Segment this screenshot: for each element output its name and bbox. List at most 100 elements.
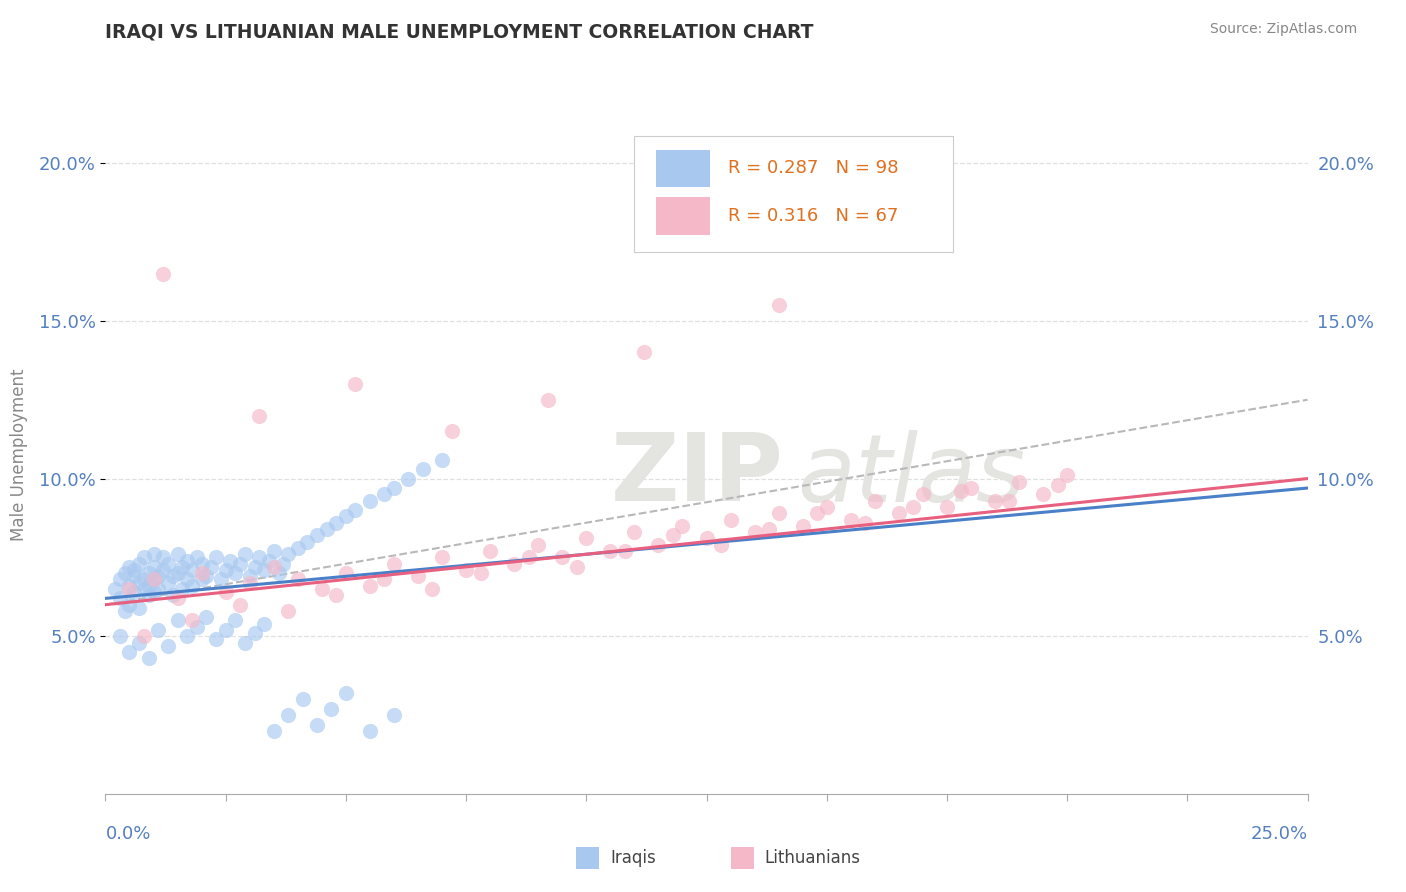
Point [430,550,453,565]
Point [710,538,733,552]
Point [359,723,381,738]
Point [108,573,131,587]
Point [214,623,236,637]
Point [233,547,256,561]
Point [344,503,367,517]
Point [162,588,184,602]
Point [863,493,886,508]
Point [247,409,270,423]
Point [998,493,1021,508]
Text: Source: ZipAtlas.com: Source: ZipAtlas.com [1209,22,1357,37]
Point [633,345,655,359]
Point [903,500,925,514]
Point [960,481,983,495]
Point [950,484,973,499]
Point [195,569,218,583]
Point [190,566,212,581]
Point [132,629,155,643]
Point [224,614,246,628]
Point [132,550,155,565]
Point [142,547,165,561]
Point [344,376,367,391]
Point [253,616,276,631]
FancyBboxPatch shape [657,150,710,187]
Point [277,708,299,723]
Point [647,538,669,552]
Text: 25.0%: 25.0% [1250,825,1308,843]
Point [142,573,165,587]
Point [575,532,598,546]
Point [517,550,540,565]
Point [382,557,405,571]
Point [257,553,280,567]
Point [176,573,198,587]
Point [758,522,780,536]
Point [229,598,252,612]
Point [359,579,381,593]
Text: ZIP: ZIP [610,429,783,521]
Point [172,582,194,596]
Point [108,629,131,643]
Point [325,588,347,602]
Point [152,267,174,281]
Point [599,544,621,558]
Point [768,298,790,312]
Point [108,591,131,606]
Point [118,645,141,659]
Point [128,575,150,590]
Point [229,557,252,571]
Point [195,610,218,624]
Point [148,569,170,583]
Point [325,516,347,530]
Point [162,569,184,583]
Point [373,487,395,501]
Point [104,582,127,596]
Point [623,525,645,540]
Point [277,604,299,618]
Point [148,582,170,596]
Point [190,573,212,587]
Point [239,575,262,590]
Point [373,573,395,587]
Point [1056,468,1078,483]
Point [396,472,419,486]
Point [152,563,174,577]
Point [118,559,141,574]
Point [287,541,309,555]
Point [744,525,766,540]
Point [412,462,434,476]
Point [503,557,526,571]
Point [537,392,560,407]
Point [696,532,718,546]
Point [936,500,959,514]
Point [406,569,429,583]
Point [359,493,381,508]
FancyBboxPatch shape [657,197,710,235]
Point [124,569,146,583]
Point [142,573,165,587]
Point [205,550,228,565]
Text: Iraqis: Iraqis [610,849,657,867]
Point [839,512,862,526]
Point [305,717,328,731]
Point [200,559,222,574]
Point [815,500,838,514]
Point [219,553,242,567]
Point [186,620,208,634]
Point [454,563,477,577]
Point [768,506,790,520]
Point [243,559,266,574]
Point [156,575,179,590]
Point [142,585,165,599]
Point [156,639,179,653]
Point [263,723,285,738]
Point [335,686,357,700]
Point [166,614,188,628]
Point [335,566,357,581]
Point [118,598,141,612]
Point [186,550,208,565]
Point [479,544,502,558]
Point [1046,478,1069,492]
Text: 0.0%: 0.0% [105,825,150,843]
Point [239,569,262,583]
